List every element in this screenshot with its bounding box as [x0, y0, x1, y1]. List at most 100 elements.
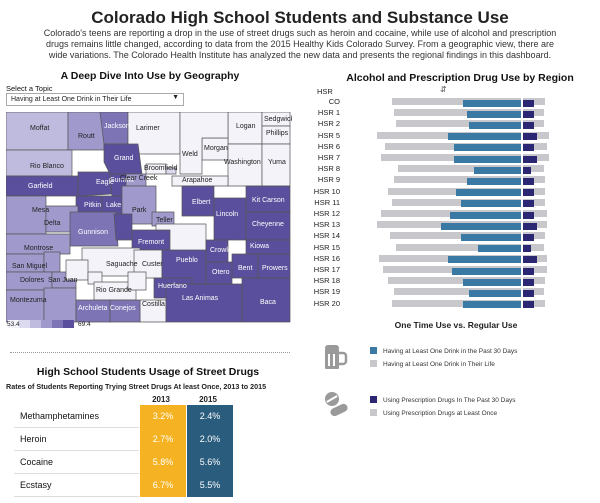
region-label: HSR 15 [313, 242, 340, 252]
drug-row: Ecstasy 6.7% 5.5% [14, 474, 274, 497]
county-routt[interactable] [67, 112, 105, 151]
region-label: HSR 14 [313, 231, 340, 241]
county-label: Cheyenne [252, 221, 284, 228]
legend-rx-once: Using Prescription Drugs at Least Once [370, 409, 497, 417]
region-label: HSR 5 [317, 130, 340, 140]
county-label: Kit Carson [252, 197, 285, 204]
bar-drink-life [391, 98, 521, 105]
bar-drink-30 [462, 301, 521, 309]
bar-drink-life [387, 187, 521, 195]
county-weld[interactable] [179, 112, 229, 175]
county-label: Routt [78, 133, 95, 140]
county-label: Delta [44, 220, 60, 227]
legend-max-value: 69.4 [78, 321, 91, 328]
colorado-county-map[interactable]: Moffat Routt Jackson Larimer Logan Sedgwick Ph… [6, 112, 292, 334]
legend-color-step [19, 320, 30, 328]
county-label: Archuleta [78, 305, 108, 312]
drugs-section-subtitle: Rates of Students Reporting Trying Stree… [6, 382, 267, 391]
county-chaffee[interactable] [113, 213, 133, 241]
section-divider [10, 352, 290, 353]
county-label: Crowley [210, 247, 236, 254]
county-label: Sedgwick [264, 116, 292, 123]
drug-value-2013: 6.7% [140, 474, 186, 497]
county-label: Bent [238, 265, 252, 272]
county-label: Rio Grande [96, 287, 132, 294]
row-divider [14, 473, 139, 474]
bar-drink-30 [452, 267, 521, 275]
legend-color-step [41, 320, 52, 328]
drug-value-2015: 2.0% [187, 428, 233, 451]
drug-row: Cocaine 5.8% 5.6% [14, 451, 274, 474]
topic-select-label: Select a Topic [6, 84, 53, 93]
region-label: HSR 12 [313, 209, 340, 218]
legend-rx-30: Using Prescription Drugs In The Past 30 … [370, 396, 515, 404]
drug-row: Methamphetamines 3.2% 2.4% [14, 405, 274, 428]
bar-drink-life [398, 165, 521, 173]
county-label: Eagle [96, 179, 114, 186]
bar-drink-30 [467, 110, 521, 118]
bar-rx-30 [523, 301, 535, 309]
topic-select[interactable]: Having at Least One Drink in Their Life … [6, 93, 184, 106]
sort-icon[interactable]: ⇵ [440, 85, 447, 94]
bar-drink-30 [447, 133, 521, 141]
bar-rx-30 [523, 222, 537, 230]
county-label: Montezuma [10, 297, 47, 304]
county-la-plata[interactable] [43, 287, 77, 323]
bar-drink-life [396, 243, 521, 251]
county-conejos[interactable] [109, 299, 141, 323]
county-montezuma[interactable] [6, 289, 45, 323]
bar-drink-life [396, 120, 521, 128]
county-label: Arapahoe [182, 177, 212, 184]
county-label: Garfield [28, 183, 53, 190]
bar-rx-once [523, 198, 546, 206]
legend-swatch [370, 347, 377, 354]
legend-title: One Time Use vs. Regular Use [394, 320, 518, 330]
bar-drink-life [393, 109, 521, 117]
county-arapahoe[interactable] [171, 175, 229, 187]
drug-name: Ecstasy [20, 480, 52, 490]
county-label: Pitkin [84, 202, 101, 209]
bar-drink-30 [441, 222, 521, 230]
county-lincoln[interactable] [213, 197, 247, 241]
county-label: Weld [182, 151, 198, 158]
drug-value-2013: 5.8% [140, 451, 186, 474]
region-label: HSR 7 [317, 153, 340, 162]
county-label: Kiowa [250, 243, 269, 250]
county-mesa[interactable] [6, 195, 47, 235]
row-divider [14, 450, 139, 451]
bar-rx-once [523, 98, 546, 105]
legend-color-step [52, 320, 63, 328]
county-alamosa[interactable] [127, 271, 147, 291]
county-label: Teller [156, 217, 173, 224]
county-label: Costilla [142, 301, 165, 308]
pills-icon [325, 392, 348, 417]
bar-rx-once [523, 210, 547, 217]
county-label: Baca [260, 299, 276, 306]
legend-drink-life: Having at Least One Drink in Their Life [370, 360, 495, 368]
county-label: Moffat [30, 125, 49, 132]
bar-rx-once [523, 142, 547, 150]
county-broomfield[interactable] [165, 167, 177, 175]
legend-swatch [370, 409, 377, 416]
region-label: HSR 6 [317, 141, 340, 151]
dropdown-arrow-icon: ▼ [172, 94, 179, 101]
county-baca[interactable] [241, 277, 291, 323]
region-label: CO [328, 97, 340, 106]
bar-rx-30 [523, 211, 535, 219]
region-label: HSR 11 [314, 197, 340, 207]
bar-rx-30 [523, 166, 532, 174]
county-label: Mesa [32, 207, 49, 214]
bar-drink-30 [462, 278, 521, 286]
year-2013-header: 2013 [152, 395, 170, 404]
county-montrose[interactable] [6, 233, 71, 255]
county-label: Rio Blanco [30, 163, 64, 170]
drug-name: Cocaine [20, 457, 54, 467]
bar-rx-30 [523, 133, 537, 141]
county-label: Larimer [136, 125, 160, 132]
drug-name: Methamphetamines [20, 411, 100, 421]
bar-drink-life [391, 198, 521, 206]
region-label: HSR 10 [313, 186, 340, 196]
map-svg: Moffat Routt Jackson Larimer Logan Sedgwick Ph… [6, 112, 292, 323]
county-label: Grand [114, 155, 134, 162]
bar-drink-30 [449, 211, 521, 219]
